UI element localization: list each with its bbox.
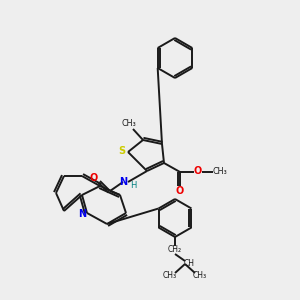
Text: O: O bbox=[176, 186, 184, 196]
Text: CH: CH bbox=[184, 259, 194, 268]
Text: H: H bbox=[130, 182, 136, 190]
Text: CH₃: CH₃ bbox=[213, 167, 227, 176]
Text: CH₃: CH₃ bbox=[193, 272, 207, 280]
Text: S: S bbox=[118, 146, 126, 156]
Text: N: N bbox=[78, 209, 86, 219]
Text: CH₃: CH₃ bbox=[122, 119, 136, 128]
Text: N: N bbox=[119, 177, 127, 187]
Text: CH₃: CH₃ bbox=[163, 272, 177, 280]
Text: O: O bbox=[194, 166, 202, 176]
Text: O: O bbox=[90, 173, 98, 183]
Text: CH₂: CH₂ bbox=[168, 245, 182, 254]
